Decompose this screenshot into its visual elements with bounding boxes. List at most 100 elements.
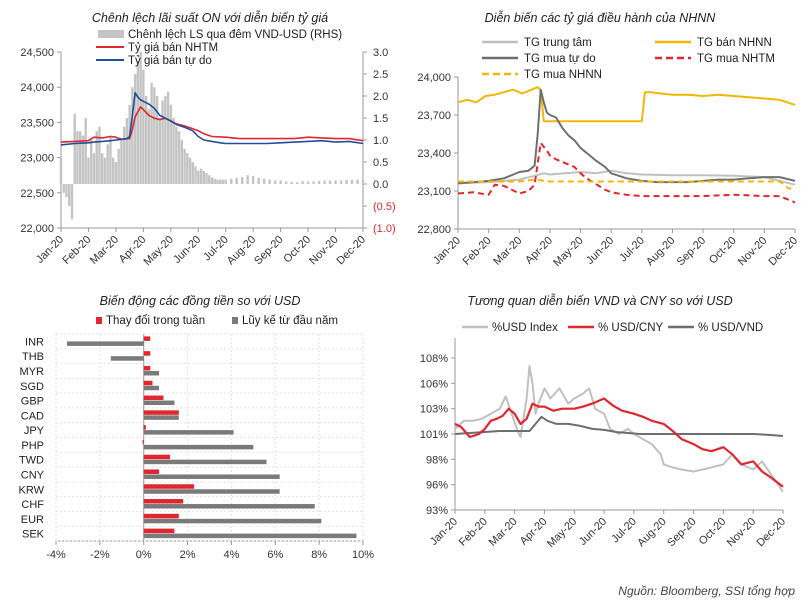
spread-bar xyxy=(103,157,107,184)
line-usd-cny xyxy=(454,397,784,488)
y-tick-label: 106% xyxy=(420,378,448,390)
y-tick-label: 23,400 xyxy=(417,148,451,160)
spread-bar xyxy=(125,118,129,184)
spread-bar xyxy=(62,184,65,193)
spread-bar xyxy=(273,180,277,184)
line-sbv-sell xyxy=(457,86,796,123)
legend: TG trung tâm TG bán NHNN TG mua tự do TG mu… xyxy=(482,37,775,81)
category-label: INR xyxy=(25,336,44,348)
category-label: PHP xyxy=(21,440,44,452)
x-tick-label: 2% xyxy=(180,549,196,561)
y-tick-label: 24,000 xyxy=(417,72,451,84)
spread-bar xyxy=(224,179,227,184)
bar-ytd-change xyxy=(110,356,144,361)
line-usd-index xyxy=(454,365,784,493)
spread-bar xyxy=(284,181,288,184)
spread-bar xyxy=(120,140,123,184)
y-tick-label: 103% xyxy=(420,404,448,416)
category-label: SEK xyxy=(22,529,45,541)
spread-bar xyxy=(100,153,104,184)
y2-tick-label: (0.5) xyxy=(373,201,396,213)
x-tick-label: May-20 xyxy=(142,234,176,268)
spread-bar xyxy=(122,126,126,184)
chart-title: Diễn biến các tỷ giá điều hành của NHNN xyxy=(485,10,717,25)
spread-bar xyxy=(98,126,101,184)
legend-label: TG mua NHNN xyxy=(524,69,602,81)
y-tick-label: 96% xyxy=(426,480,448,492)
spread-bar xyxy=(317,180,321,184)
spread-bar xyxy=(257,177,260,184)
bar-ytd-change xyxy=(143,370,160,376)
spread-bar xyxy=(144,96,148,184)
spread-bar xyxy=(68,184,71,206)
y-tick-label: 23,000 xyxy=(20,153,54,165)
spread-bar xyxy=(175,126,178,184)
bar-ytd-change xyxy=(143,459,267,465)
bar-ytd-change xyxy=(143,385,160,391)
x-tick-label: Jul-20 xyxy=(617,235,647,265)
spread-bar xyxy=(150,82,153,184)
spread-bar xyxy=(87,157,90,184)
spread-bar xyxy=(164,96,167,184)
legend-label: Chênh lệch LS qua đêm VND-USD (RHS) xyxy=(128,29,342,41)
bar-ytd-change xyxy=(143,489,280,494)
y-tick-label: 23,500 xyxy=(20,117,54,129)
spread-bar xyxy=(70,184,74,220)
spread-bar xyxy=(246,175,249,184)
spread-bar xyxy=(114,162,118,184)
y2-tick-label: 3.0 xyxy=(373,47,388,59)
spread-bar xyxy=(186,153,189,184)
spread-bar xyxy=(219,179,222,184)
x-tick-label: Feb-20 xyxy=(461,235,494,268)
bar-ytd-change xyxy=(143,430,234,435)
spread-bar xyxy=(202,170,205,184)
y-tick-label: 22,000 xyxy=(20,223,54,235)
x-tick-label: 4% xyxy=(223,549,239,561)
spread-bar xyxy=(155,96,159,184)
spread-bar xyxy=(345,180,348,184)
x-tick-label: Jun-20 xyxy=(577,516,609,548)
bar-ytd-change xyxy=(143,444,254,450)
x-tick-label: Nov-20 xyxy=(736,235,770,269)
spread-bar xyxy=(111,157,115,184)
legend-label: Tỷ giá bán tự do xyxy=(128,55,212,67)
spread-bar xyxy=(279,180,282,184)
spread-bar xyxy=(295,182,299,184)
y-tick-label: 98% xyxy=(426,454,448,466)
spread-bar xyxy=(290,181,293,184)
spread-bar xyxy=(306,181,310,184)
y2-tick-label: 2.0 xyxy=(373,91,388,103)
spread-bar xyxy=(147,109,151,184)
spread-bar xyxy=(76,131,79,184)
spread-bar xyxy=(197,170,200,184)
y2-tick-label: 0.5 xyxy=(373,157,388,169)
y-tick-label: 22,800 xyxy=(417,224,451,236)
line-usd-vnd xyxy=(454,415,784,437)
bar-weekly-change xyxy=(143,336,151,341)
y-tick-label: 101% xyxy=(420,429,448,441)
x-tick-label: Aug-20 xyxy=(635,516,669,550)
y-tick-label: 23,100 xyxy=(417,186,451,198)
bar-ytd-change xyxy=(66,341,144,346)
x-tick-label: Apr-20 xyxy=(523,235,555,267)
x-tick-label: Feb-20 xyxy=(457,516,490,549)
spread-bar xyxy=(133,74,137,184)
x-tick-label: Aug-20 xyxy=(225,234,259,268)
legend-swatch-ytd xyxy=(232,317,238,324)
spread-bar xyxy=(106,144,109,184)
spread-bar xyxy=(73,113,76,184)
y2-tick-label: 0.0 xyxy=(373,179,388,191)
category-label: SGD xyxy=(20,381,44,393)
spread-bar xyxy=(136,60,140,184)
y2-tick-label: 1.5 xyxy=(373,113,388,125)
spread-bar xyxy=(131,87,134,184)
y-tick-label: 108% xyxy=(420,353,448,365)
spread-bar xyxy=(183,148,186,184)
spread-bar xyxy=(153,87,156,184)
bar-weekly-change xyxy=(143,380,153,386)
spread-bar xyxy=(92,153,96,184)
x-tick-label: Jan-20 xyxy=(428,516,460,548)
bar-ytd-change xyxy=(143,474,280,479)
spread-bar xyxy=(356,179,359,184)
category-label: THB xyxy=(22,351,44,363)
